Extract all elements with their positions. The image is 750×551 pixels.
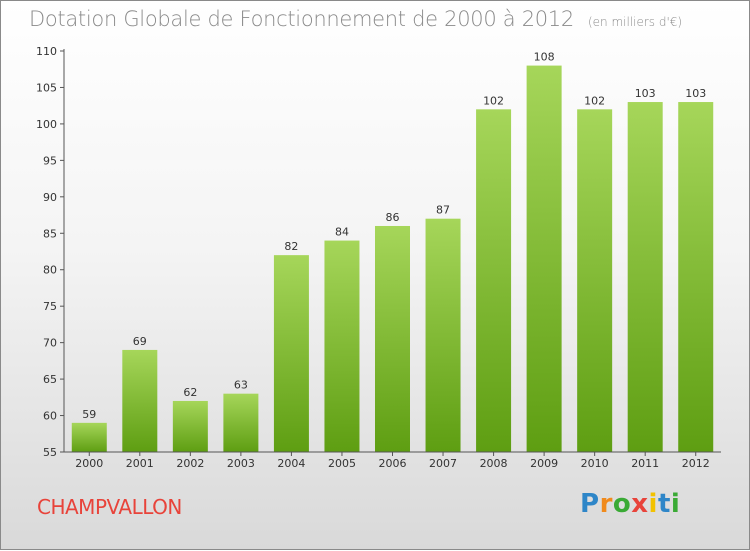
x-tick-label-2011: 2011 (631, 457, 659, 470)
y-tick-label-110: 110 (36, 45, 57, 58)
x-tick-label-2005: 2005 (328, 457, 356, 470)
x-tick-label-2010: 2010 (581, 457, 609, 470)
commune-name: CHAMPVALLON (37, 495, 182, 519)
proxiti-logo[interactable]: Proxiti (580, 489, 680, 519)
y-tick-label-95: 95 (43, 154, 57, 167)
bar-2011 (627, 102, 663, 452)
data-label-2003: 63 (234, 379, 248, 392)
logo-letter: i (670, 489, 681, 519)
bar-2005 (324, 240, 360, 452)
data-label-2008: 102 (483, 94, 504, 107)
logo-letter: i (648, 489, 658, 519)
x-tick-label-2007: 2007 (429, 457, 457, 470)
x-tick-label-2001: 2001 (126, 457, 154, 470)
chart-unit: (en milliers d'€) (587, 15, 683, 29)
data-label-2005: 84 (335, 226, 349, 239)
y-tick-label-60: 60 (43, 410, 57, 423)
bar-2001 (122, 349, 158, 452)
bar-2000 (71, 422, 107, 452)
x-tick-label-2003: 2003 (227, 457, 255, 470)
chart-title-text: Dotation Globale de Fonctionnement de 20… (29, 7, 574, 31)
x-tick-label-2004: 2004 (277, 457, 305, 470)
axes-group: 2000 2001 2002 2003 2004 2005 2006 2007 2008 2009… (36, 45, 721, 470)
data-label-2011: 103 (635, 87, 656, 100)
y-tick-label-75: 75 (43, 300, 57, 313)
y-tick-label-90: 90 (43, 191, 57, 204)
y-tick-label-70: 70 (43, 337, 57, 350)
x-tick-label-2012: 2012 (682, 457, 710, 470)
logo-letter: r (599, 489, 613, 519)
data-label-2006: 86 (386, 211, 400, 224)
y-tick-label-80: 80 (43, 264, 57, 277)
bar-2010 (577, 109, 613, 452)
chart-title: Dotation Globale de Fonctionnement de 20… (29, 7, 682, 31)
x-tick-label-2002: 2002 (176, 457, 204, 470)
logo-letter: x (631, 489, 649, 519)
data-label-2001: 69 (133, 335, 147, 348)
logo-letter: o (612, 489, 632, 519)
bars-group: 59 69 62 63 82 84 86 87 102 108 102 103 103 (71, 51, 714, 452)
y-tick-label-65: 65 (43, 373, 57, 386)
x-tick-label-2008: 2008 (480, 457, 508, 470)
data-label-2002: 62 (183, 386, 197, 399)
bar-2006 (375, 225, 410, 452)
bar-2012 (678, 102, 714, 452)
logo-letter: t (657, 489, 671, 519)
logo-letter: P (580, 489, 600, 519)
y-tick-label-55: 55 (43, 446, 57, 459)
data-label-2009: 108 (534, 51, 555, 64)
bar-2002 (172, 400, 208, 452)
y-tick-label-105: 105 (36, 81, 57, 94)
data-label-2012: 103 (685, 87, 706, 100)
data-label-2007: 87 (436, 204, 450, 217)
x-tick-label-2006: 2006 (379, 457, 407, 470)
bar-2004 (273, 255, 309, 452)
y-tick-label-85: 85 (43, 227, 57, 240)
bar-2008 (476, 109, 512, 452)
x-tick-label-2000: 2000 (75, 457, 103, 470)
bar-2007 (425, 218, 461, 452)
y-tick-label-100: 100 (36, 118, 57, 131)
data-label-2004: 82 (284, 240, 298, 253)
data-label-2010: 102 (584, 94, 605, 107)
x-tick-label-2009: 2009 (530, 457, 558, 470)
bar-2009 (526, 65, 562, 452)
data-label-2000: 59 (82, 408, 96, 421)
bar-2003 (223, 393, 259, 452)
